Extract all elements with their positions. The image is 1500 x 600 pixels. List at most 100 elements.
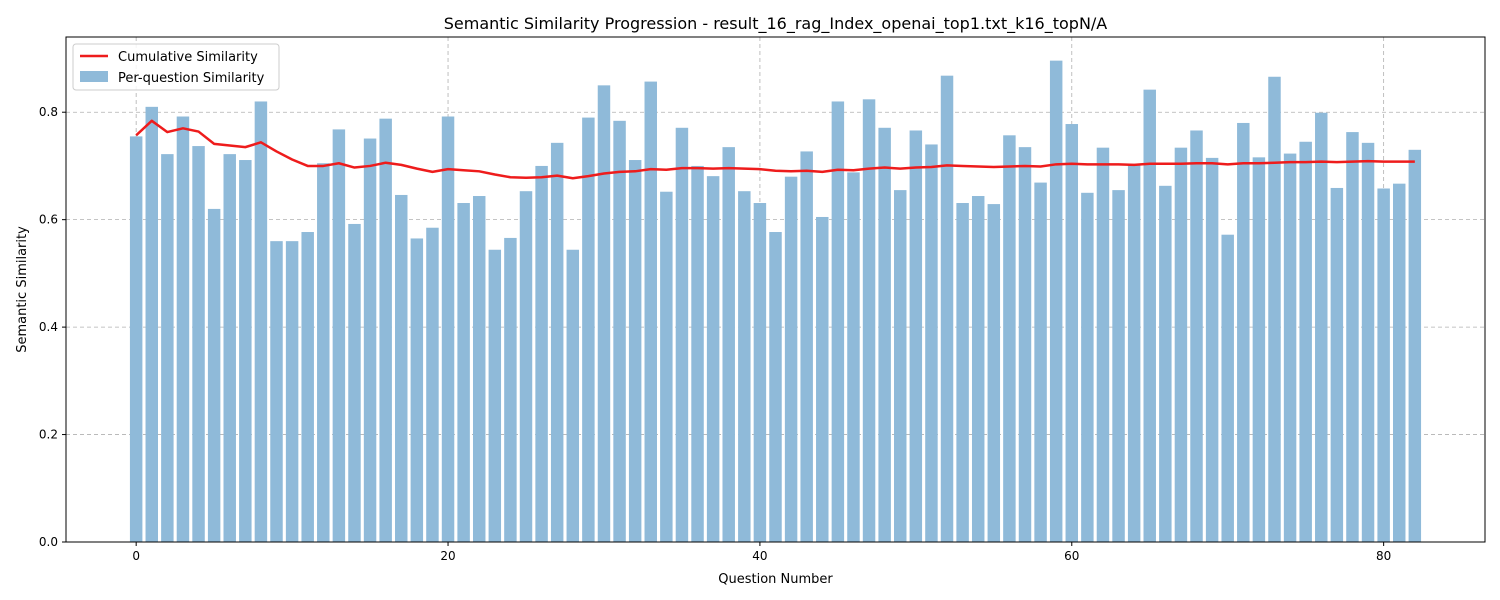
- bar-q7: [239, 160, 252, 542]
- bar-q75: [1299, 141, 1312, 542]
- bar-q48: [878, 127, 891, 542]
- bar-q2: [161, 154, 174, 542]
- bar-q12: [317, 163, 330, 542]
- bar-q14: [348, 223, 361, 542]
- bar-q74: [1283, 153, 1297, 542]
- bar-q67: [1174, 147, 1188, 543]
- bar-q61: [1081, 192, 1094, 543]
- bar-q27: [550, 142, 564, 542]
- bar-q56: [1003, 135, 1016, 542]
- bar-q0: [129, 136, 143, 542]
- bar-q43: [800, 151, 813, 542]
- bar-q24: [504, 237, 517, 542]
- bar-q16: [379, 118, 392, 542]
- bar-q29: [582, 117, 595, 542]
- bar-q28: [566, 249, 580, 543]
- bar-q23: [488, 249, 502, 543]
- bar-q10: [285, 241, 299, 542]
- bar-q38: [722, 147, 735, 542]
- bar-q19: [426, 227, 439, 542]
- x-axis-label: Question Number: [718, 572, 833, 587]
- bar-q55: [987, 204, 1001, 542]
- bar-q79: [1361, 142, 1375, 542]
- x-tick-label: 20: [440, 549, 455, 563]
- bar-q63: [1112, 190, 1125, 543]
- bar-q6: [223, 154, 236, 542]
- bar-q57: [1018, 147, 1032, 542]
- bar-q78: [1346, 132, 1359, 542]
- bar-q9: [270, 241, 283, 542]
- bar-q52: [940, 75, 954, 543]
- legend-label-cumulative: Cumulative Similarity: [118, 50, 258, 65]
- y-tick-label: 0.0: [39, 535, 58, 549]
- bar-q47: [862, 99, 876, 542]
- bar-q77: [1330, 187, 1344, 542]
- bar-q62: [1096, 147, 1110, 543]
- bar-q51: [925, 144, 938, 542]
- bar-q11: [301, 232, 314, 542]
- bar-q53: [956, 203, 969, 542]
- bar-q37: [706, 176, 720, 542]
- legend: Cumulative Similarity Per-question Simil…: [72, 43, 280, 91]
- bar-q31: [613, 120, 626, 542]
- bar-q1: [145, 106, 158, 542]
- x-tick-label: 40: [752, 549, 767, 563]
- bar-q4: [192, 146, 205, 542]
- bar-q65: [1143, 89, 1156, 543]
- bar-q30: [597, 85, 611, 542]
- bar-q39: [738, 191, 751, 542]
- bar-q44: [816, 216, 829, 542]
- bar-q8: [254, 101, 268, 542]
- bar-q21: [457, 203, 470, 542]
- bar-q59: [1049, 60, 1063, 542]
- bar-q81: [1393, 183, 1406, 542]
- x-tick-label: 60: [1064, 549, 1079, 563]
- bar-q17: [395, 194, 408, 542]
- bar-q73: [1268, 76, 1281, 542]
- bar-q18: [410, 238, 424, 542]
- bar-q66: [1159, 185, 1172, 542]
- bar-q54: [971, 196, 985, 542]
- y-axis-label: Semantic Similarity: [15, 226, 30, 353]
- bar-q22: [472, 196, 486, 542]
- y-tick-label: 0.2: [39, 428, 58, 442]
- bar-q25: [519, 191, 533, 542]
- bar-q35: [675, 127, 689, 542]
- bar-q80: [1377, 188, 1390, 542]
- bar-q58: [1034, 182, 1047, 542]
- bar-q32: [628, 160, 642, 542]
- bar-q5: [207, 208, 221, 542]
- y-tick-label: 0.4: [39, 320, 58, 334]
- bar-q49: [894, 190, 907, 543]
- bar-q82: [1408, 149, 1422, 542]
- bar-q64: [1127, 163, 1141, 543]
- chart-title: Semantic Similarity Progression - result…: [444, 14, 1108, 34]
- bar-q20: [441, 116, 455, 542]
- bar-q68: [1190, 130, 1203, 543]
- y-tick-label: 0.6: [39, 213, 58, 227]
- legend-swatch-per-question: [80, 71, 108, 82]
- bar-q33: [644, 81, 657, 542]
- bar-q36: [691, 165, 704, 542]
- bar-layer: [129, 60, 1422, 543]
- bar-q72: [1252, 157, 1266, 542]
- bar-q50: [909, 130, 923, 543]
- bar-q46: [847, 172, 860, 542]
- bar-q15: [363, 138, 377, 543]
- bar-q13: [332, 129, 346, 542]
- bar-q60: [1065, 124, 1079, 542]
- bar-q3: [176, 116, 190, 542]
- bar-q70: [1221, 234, 1234, 542]
- legend-box: [72, 43, 280, 91]
- bar-q71: [1237, 122, 1250, 543]
- bar-q69: [1205, 157, 1219, 542]
- plot-frame: [65, 36, 1486, 543]
- bar-q76: [1315, 112, 1328, 542]
- x-tick-label: 80: [1376, 549, 1391, 563]
- legend-label-per-question: Per-question Similarity: [118, 71, 265, 86]
- bar-q42: [784, 176, 798, 542]
- bar-q40: [753, 203, 767, 542]
- bar-q26: [535, 165, 548, 542]
